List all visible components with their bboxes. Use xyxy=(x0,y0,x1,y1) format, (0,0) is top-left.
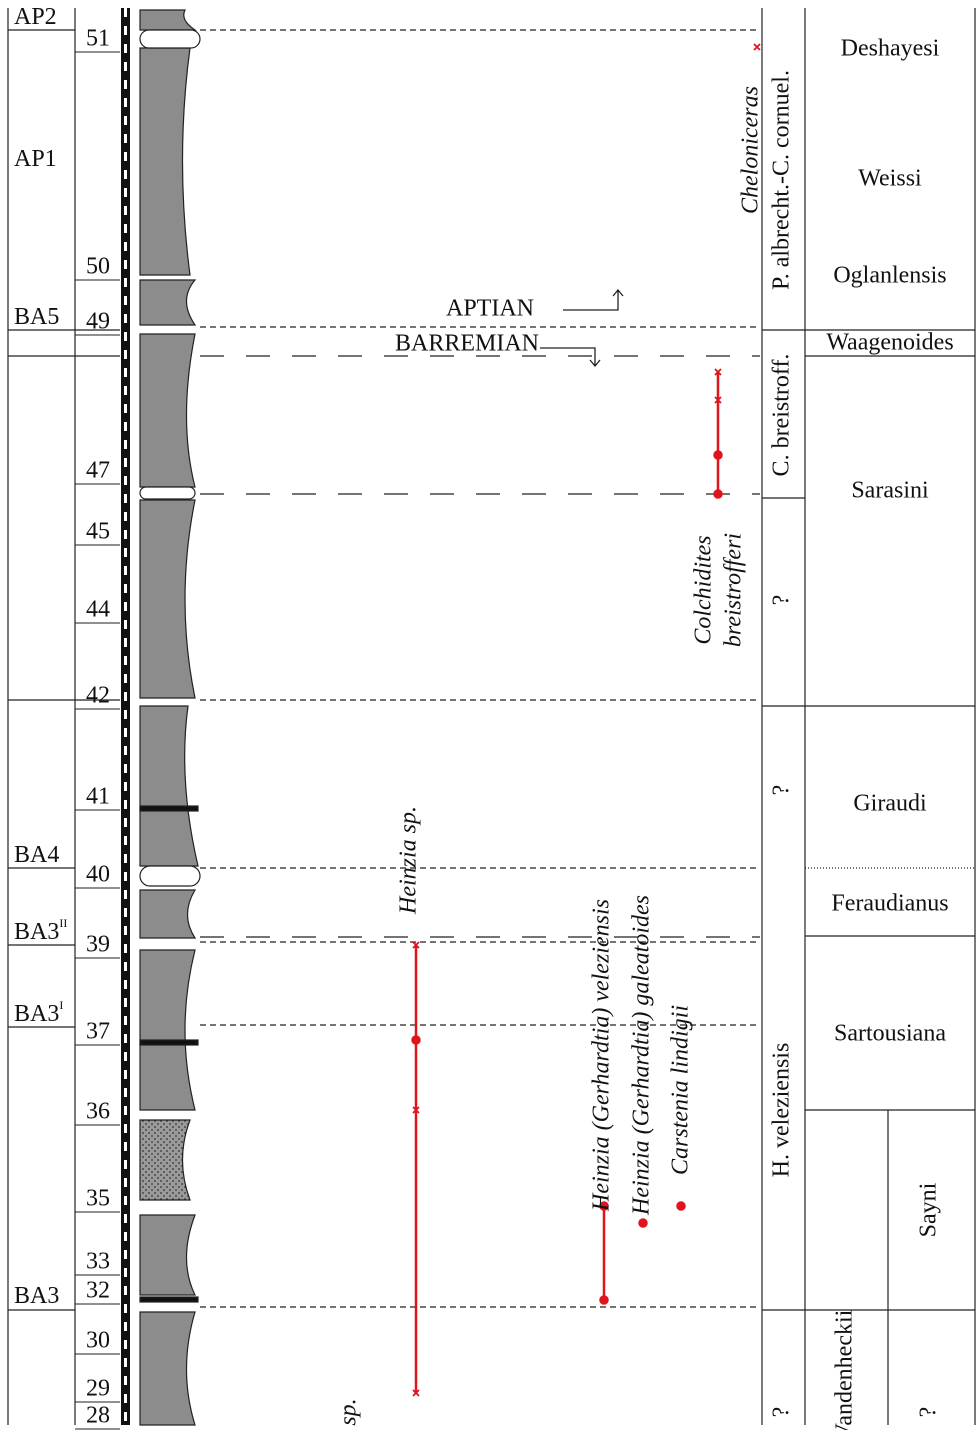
taxon-name: Heinzia (Gerhardtia) galeatoides xyxy=(629,895,655,1216)
unit-label: BA3II xyxy=(14,916,67,945)
unit-label-sup: II xyxy=(59,916,67,930)
subzone-name: ? xyxy=(916,1407,942,1418)
bed-number: 30 xyxy=(86,1328,110,1354)
bed-number: 50 xyxy=(86,254,110,280)
subzone-name: Sayni xyxy=(916,1182,942,1237)
subzone-name: Waagenoides xyxy=(826,330,953,356)
bed-number: 37 xyxy=(86,1019,110,1045)
subzone-name: Sartousiana xyxy=(834,1021,946,1047)
bed-number: 36 xyxy=(86,1099,110,1125)
taxon-name: Cheloniceras xyxy=(738,86,764,214)
unit-label-text: AP2 xyxy=(14,4,57,30)
unit-label: BA5 xyxy=(14,304,59,330)
bed-number: 41 xyxy=(86,784,110,810)
stage-label: APTIAN xyxy=(446,296,534,322)
bed-number: 33 xyxy=(86,1249,110,1275)
unit-label-text: AP1 xyxy=(14,146,57,172)
ranges xyxy=(413,44,761,1396)
stage-label: BARREMIAN xyxy=(395,331,539,357)
unit-label-text: BA3 xyxy=(14,919,59,945)
taxon-name: Heinzia (Gerhardtia) veleziensis xyxy=(589,899,615,1212)
taxon-name: breistrofferi xyxy=(721,533,747,647)
polarity-bar xyxy=(121,8,130,1425)
zone-name: ? xyxy=(769,1407,795,1418)
zone-name: P. albrecht.-C. cornuel. xyxy=(769,70,795,290)
unit-label: BA4 xyxy=(14,842,59,868)
bed-number: 35 xyxy=(86,1186,110,1212)
subzone-name: Sarasini xyxy=(851,478,929,504)
bed-number: 39 xyxy=(86,932,110,958)
bed-number: 45 xyxy=(86,519,110,545)
bed-number: 51 xyxy=(86,26,110,52)
subzone-name: Giraudi xyxy=(853,791,927,817)
unit-label: BA3 xyxy=(14,1283,59,1309)
unit-label: BA3I xyxy=(14,998,63,1027)
unit-label: AP2 xyxy=(14,4,57,30)
bed-number: 42 xyxy=(86,683,110,709)
bed-number: 32 xyxy=(86,1278,110,1304)
subzone-name: Oglanlensis xyxy=(833,263,946,289)
lithology xyxy=(140,10,200,1425)
bed-number: 29 xyxy=(86,1376,110,1402)
subzone-name: Deshayesi xyxy=(841,36,940,62)
unit-label: AP1 xyxy=(14,146,57,172)
taxon-name: sp. xyxy=(336,1398,362,1425)
taxon-name: Carstenia lindigii xyxy=(668,1005,694,1175)
zone-name: C. breistroff. xyxy=(769,354,795,477)
stratigraphic-log: AP2AP1BA5BA4BA3IIBA3IBA35150494745444241… xyxy=(0,0,979,1430)
taxon-name: Heinzia sp. xyxy=(396,806,422,915)
subzone-name: Feraudianus xyxy=(831,891,948,917)
zone-name: ? xyxy=(769,785,795,796)
bed-number: 49 xyxy=(86,309,110,335)
bed-number: 28 xyxy=(86,1403,110,1429)
unit-label-text: BA3 xyxy=(14,1001,59,1027)
subzone-name: Weissi xyxy=(858,166,922,192)
unit-label-sup: I xyxy=(59,998,63,1012)
bed-number: 44 xyxy=(86,597,110,623)
unit-label-text: BA5 xyxy=(14,304,59,330)
zone-name: H. veleziensis xyxy=(769,1043,795,1178)
subzone-name: Vandenheckii xyxy=(832,1309,858,1430)
taxon-name: Colchidites xyxy=(691,535,717,644)
unit-label-text: BA4 xyxy=(14,842,59,868)
bed-number: 47 xyxy=(86,458,110,484)
zone-name: ? xyxy=(769,595,795,606)
unit-label-text: BA3 xyxy=(14,1283,59,1309)
bed-number: 40 xyxy=(86,862,110,888)
